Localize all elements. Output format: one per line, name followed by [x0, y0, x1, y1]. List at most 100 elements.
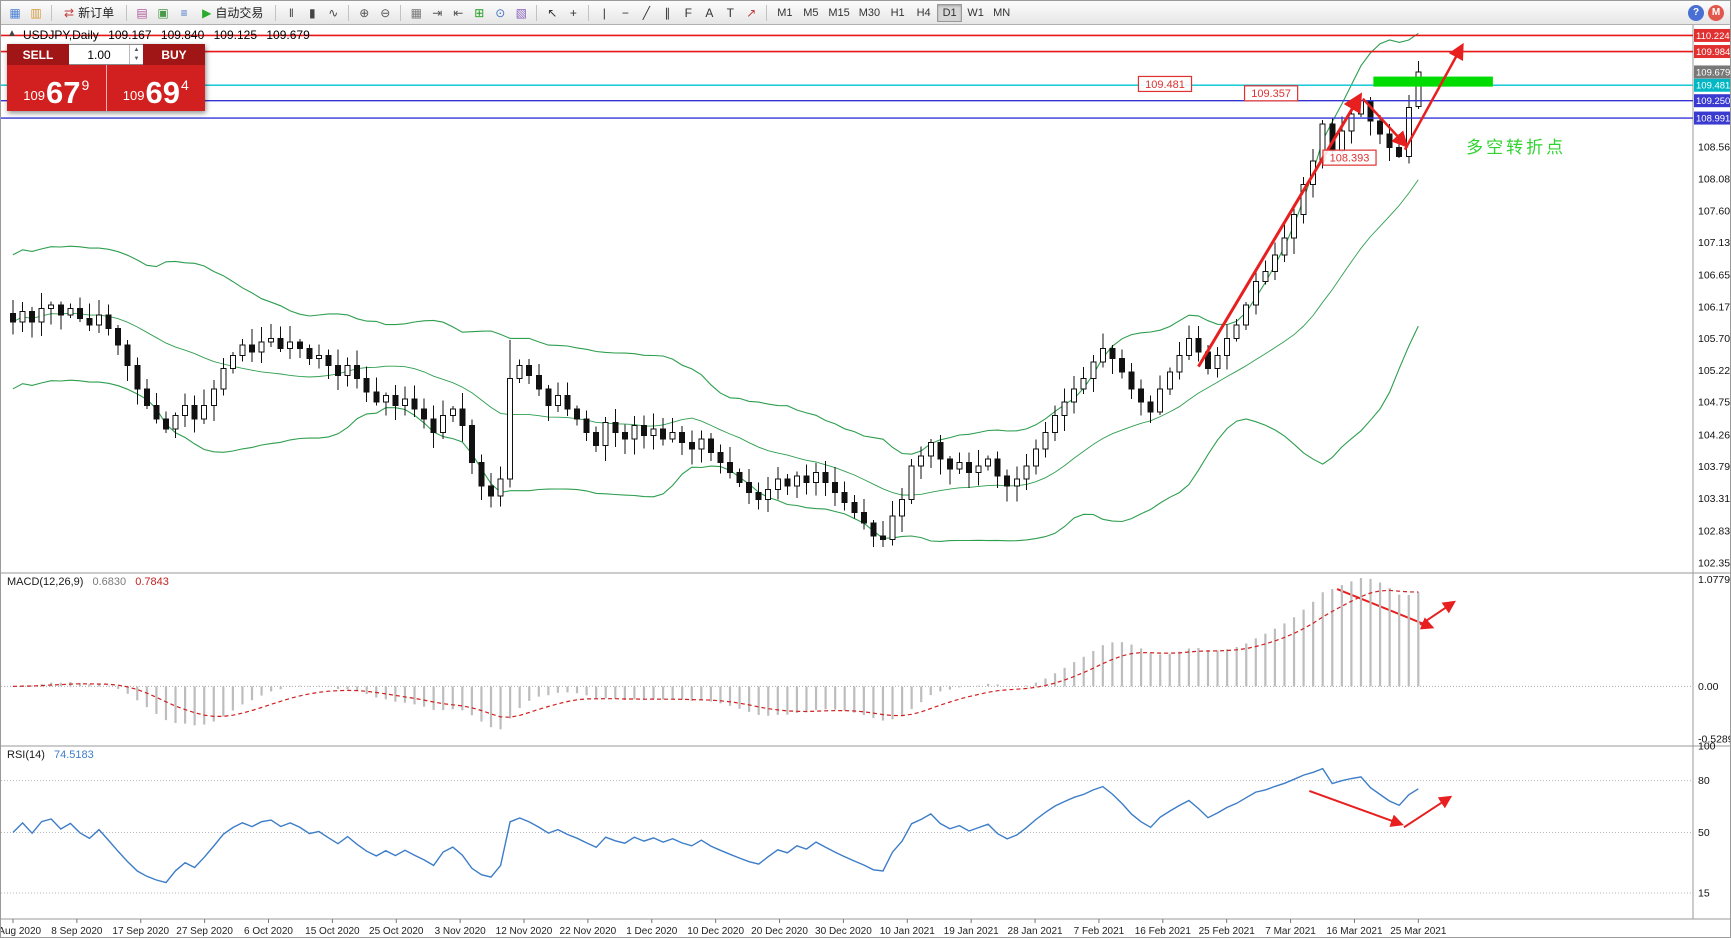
period-menu-icon[interactable]: ⊙: [490, 3, 510, 23]
price-tick: 105.220: [1698, 365, 1731, 377]
volume-spinner[interactable]: ▲ ▼: [129, 45, 143, 64]
price-tick: 104.260: [1698, 429, 1731, 441]
rsi-scale-tick: 50: [1698, 827, 1710, 839]
trend-arrow[interactable]: [1308, 790, 1404, 827]
horizontal-lines[interactable]: [1, 34, 1693, 119]
candle: [354, 350, 361, 389]
buy-button[interactable]: BUY: [143, 44, 205, 65]
candle-body: [727, 461, 733, 474]
candle-body: [392, 394, 399, 407]
timeframe-H4[interactable]: H4: [916, 6, 931, 19]
data-window-icon[interactable]: ▣: [153, 3, 173, 23]
data-window-icon-glyph: ▣: [157, 5, 169, 20]
price-annotations[interactable]: 109.481 109.357 108.393 多空转折点: [1137, 75, 1566, 166]
candle-body: [918, 455, 925, 467]
candle: [1195, 326, 1202, 362]
rsi-scale-tick: 80: [1698, 775, 1710, 787]
price-label-109.481[interactable]: 109.481: [1137, 75, 1193, 93]
green-zone-highlight[interactable]: [1373, 76, 1493, 87]
price-label-108.393[interactable]: 108.393: [1322, 149, 1377, 166]
sell-price-button[interactable]: 109 67 9: [7, 65, 107, 111]
trend-arrows[interactable]: [1197, 42, 1464, 829]
candle: [1061, 388, 1068, 431]
price-label-box: [1243, 85, 1299, 102]
channel-icon[interactable]: ∥: [657, 3, 677, 23]
trend-arrow[interactable]: [1197, 92, 1363, 368]
volume-value[interactable]: 1.00: [87, 47, 111, 62]
market-watch-icon[interactable]: ▤: [132, 3, 152, 23]
horizontal-line-icon[interactable]: −: [615, 3, 635, 23]
volume-up-icon[interactable]: ▲: [133, 46, 140, 53]
candle-body: [803, 475, 810, 484]
candle: [621, 424, 628, 455]
price-scale[interactable]: 108.560 108.080 107.600 107.130 106.650 106.1…: [1694, 28, 1731, 570]
cursor-icon[interactable]: ↖: [542, 3, 562, 23]
mql5-community-icon[interactable]: M: [1708, 4, 1724, 21]
volume-field[interactable]: 1.00 ▲ ▼: [69, 44, 143, 65]
chart-note-text[interactable]: 多空转折点: [1466, 138, 1566, 157]
timeframe-M1[interactable]: M1: [777, 6, 793, 19]
candle: [1233, 319, 1240, 342]
candle-body: [172, 415, 179, 430]
date-label: 25 Feb 2021: [1199, 926, 1256, 937]
timeframe-MN[interactable]: MN: [993, 6, 1011, 19]
chart-canvas[interactable]: 109.481 109.357 108.393 多空转折点 108.560 108.080…: [1, 25, 1731, 938]
timeframe-W1[interactable]: W1: [967, 6, 984, 19]
trendline-icon[interactable]: ╱: [636, 3, 656, 23]
candle: [1271, 242, 1278, 281]
trend-arrow[interactable]: [1361, 97, 1409, 148]
time-axis[interactable]: 30 Aug 2020 8 Sep 2020 17 Sep 2020 27 Sep 2…: [1, 919, 1447, 937]
one-click-panel-toggle[interactable]: ▲: [7, 28, 17, 39]
candle: [201, 389, 208, 425]
timeframe-H1[interactable]: H1: [890, 6, 905, 19]
period-menu-icon-glyph: ⊙: [495, 5, 506, 20]
vertical-line-icon[interactable]: |: [594, 3, 614, 23]
zoom-out-icon[interactable]: ⊖: [375, 3, 395, 23]
chart-shift-icon[interactable]: ⇤: [448, 3, 468, 23]
timeframe-M15[interactable]: M15: [828, 6, 850, 19]
candle: [688, 430, 695, 465]
candle-body: [315, 354, 322, 360]
auto-scroll-icon[interactable]: ⇥: [427, 3, 447, 23]
sell-button[interactable]: SELL: [7, 44, 69, 65]
indicators-icon[interactable]: ⊞: [469, 3, 489, 23]
price-label-109.357[interactable]: 109.357: [1243, 85, 1299, 102]
buy-price-button[interactable]: 109 69 4: [106, 65, 205, 111]
trend-arrow[interactable]: [1403, 795, 1453, 829]
templates-icon[interactable]: ▧: [511, 3, 531, 23]
arrows-icon[interactable]: ↗: [741, 3, 761, 23]
zoom-in-icon[interactable]: ⊕: [354, 3, 374, 23]
bar-chart-icon[interactable]: ‖: [281, 3, 301, 23]
text-label-icon[interactable]: T: [720, 3, 740, 23]
chart-profiles-icon[interactable]: ▥: [26, 3, 46, 23]
candle: [1357, 93, 1364, 118]
trend-arrow[interactable]: [1419, 600, 1456, 626]
new-order-button[interactable]: ⇄ 新订单: [57, 3, 121, 23]
line-chart-icon[interactable]: ∿: [323, 3, 343, 23]
volume-down-icon[interactable]: ▼: [133, 56, 140, 63]
text-icon[interactable]: A: [699, 3, 719, 23]
tile-windows-icon[interactable]: ▦: [406, 3, 426, 23]
date-label: 28 Jan 2021: [1008, 926, 1063, 937]
trend-arrow[interactable]: [1403, 42, 1464, 151]
panel-separators[interactable]: [1, 25, 1731, 920]
candle-body: [1281, 237, 1288, 256]
candlestick-chart-icon[interactable]: ▮: [302, 3, 322, 23]
timeframe-D1[interactable]: D1: [937, 3, 963, 22]
new-chart-icon[interactable]: ▦: [5, 3, 25, 23]
timeframe-M5[interactable]: M5: [803, 6, 819, 19]
price-tick: 107.130: [1698, 237, 1731, 249]
help-icon[interactable]: ?: [1688, 4, 1704, 21]
candle: [1185, 325, 1192, 361]
auto-trading-button[interactable]: ▶ 自动交易: [195, 3, 270, 23]
crosshair-icon[interactable]: +: [563, 3, 583, 23]
timeframe-M30[interactable]: M30: [858, 6, 881, 19]
trend-arrow[interactable]: [1336, 588, 1435, 630]
candle-body: [526, 364, 533, 376]
candle-body: [201, 405, 208, 420]
candle: [1367, 96, 1374, 136]
navigator-icon[interactable]: ≡: [174, 3, 194, 23]
rsi-scale-tick: 15: [1698, 888, 1710, 900]
candle: [1147, 395, 1154, 424]
fibonacci-icon[interactable]: F: [678, 3, 698, 23]
